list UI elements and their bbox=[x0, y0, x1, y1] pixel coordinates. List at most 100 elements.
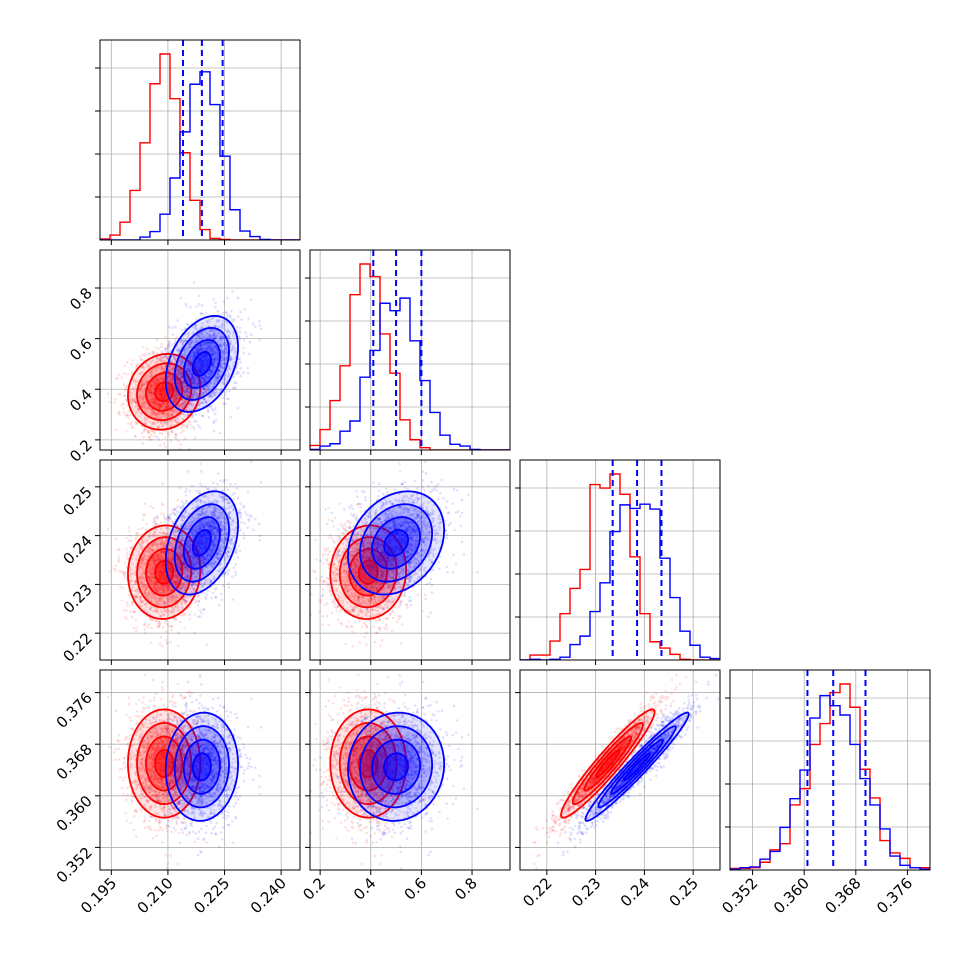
scatter-point bbox=[161, 396, 165, 400]
scatter-point bbox=[156, 402, 159, 405]
scatter-point bbox=[176, 371, 180, 375]
scatter-point bbox=[182, 424, 186, 428]
scatter-point bbox=[162, 402, 166, 406]
scatter-point bbox=[178, 372, 182, 375]
scatter-point bbox=[221, 350, 225, 354]
scatter-point bbox=[174, 432, 178, 436]
scatter-point bbox=[140, 431, 144, 435]
scatter-point bbox=[201, 400, 204, 404]
scatter-point bbox=[149, 388, 153, 392]
scatter-point bbox=[145, 522, 148, 526]
scatter-point bbox=[172, 368, 175, 372]
scatter-point bbox=[204, 388, 207, 391]
scatter-point bbox=[161, 396, 165, 400]
scatter-point bbox=[194, 338, 198, 342]
scatter-point bbox=[197, 360, 201, 363]
scatter-point bbox=[246, 366, 250, 370]
scatter-point bbox=[181, 382, 185, 385]
scatter-point bbox=[169, 380, 172, 383]
scatter-point bbox=[175, 381, 179, 384]
scatter-point bbox=[212, 332, 216, 336]
scatter-point bbox=[202, 367, 205, 371]
scatter-point bbox=[238, 326, 242, 330]
scatter-point bbox=[157, 392, 161, 396]
scatter-point bbox=[167, 387, 170, 390]
scatter-point bbox=[147, 623, 151, 626]
scatter-point bbox=[195, 383, 199, 387]
scatter-point bbox=[205, 643, 208, 647]
scatter-point bbox=[161, 396, 165, 400]
scatter-point bbox=[168, 391, 171, 394]
scatter-point bbox=[159, 395, 163, 398]
scatter-point bbox=[126, 361, 129, 364]
scatter-point bbox=[166, 347, 170, 351]
scatter-point bbox=[176, 498, 180, 502]
scatter-point bbox=[128, 529, 131, 533]
scatter-point bbox=[142, 429, 146, 433]
scatter-point bbox=[163, 393, 167, 397]
scatter-point bbox=[153, 411, 157, 415]
scatter-point bbox=[181, 358, 185, 362]
scatter-point bbox=[130, 397, 134, 401]
scatter-point bbox=[176, 422, 179, 425]
scatter-point bbox=[209, 346, 213, 350]
scatter-point bbox=[159, 377, 162, 381]
scatter-point bbox=[214, 336, 217, 340]
scatter-point bbox=[139, 419, 143, 422]
scatter-point bbox=[199, 368, 203, 372]
scatter-point bbox=[166, 402, 169, 405]
scatter-point bbox=[132, 399, 136, 402]
scatter-point bbox=[173, 400, 176, 404]
scatter-point bbox=[176, 319, 179, 322]
scatter-point bbox=[193, 389, 196, 393]
scatter-point bbox=[157, 392, 161, 396]
scatter-point bbox=[152, 384, 155, 388]
scatter-point bbox=[200, 376, 204, 380]
scatter-point bbox=[192, 393, 195, 397]
scatter-point bbox=[200, 332, 203, 335]
scatter-point bbox=[192, 281, 196, 284]
scatter-point bbox=[153, 381, 157, 385]
scatter-point bbox=[176, 420, 179, 424]
scatter-point bbox=[142, 390, 146, 393]
scatter-point bbox=[127, 416, 130, 419]
scatter-point bbox=[151, 422, 155, 425]
scatter-point bbox=[243, 308, 246, 311]
scatter-point bbox=[143, 383, 147, 387]
scatter-point bbox=[181, 380, 185, 384]
scatter-point bbox=[214, 406, 217, 410]
scatter-point bbox=[223, 341, 227, 345]
scatter-point bbox=[163, 403, 166, 406]
scatter-point bbox=[150, 397, 154, 401]
scatter-point bbox=[133, 435, 137, 438]
scatter-point bbox=[157, 361, 161, 364]
scatter-point bbox=[144, 407, 148, 410]
scatter-point bbox=[219, 359, 223, 362]
scatter-point bbox=[151, 352, 155, 356]
scatter-point bbox=[133, 610, 136, 613]
scatter-point bbox=[160, 378, 164, 381]
scatter-point bbox=[159, 392, 163, 396]
scatter-point bbox=[157, 406, 161, 410]
scatter-point bbox=[170, 375, 174, 379]
scatter-point bbox=[174, 393, 178, 396]
scatter-point bbox=[196, 349, 199, 353]
scatter-point bbox=[183, 339, 187, 342]
scatter-point bbox=[117, 373, 121, 377]
scatter-point bbox=[130, 400, 134, 404]
scatter-point bbox=[174, 436, 178, 440]
scatter-point bbox=[189, 402, 193, 405]
scatter-point bbox=[156, 413, 159, 417]
scatter-point bbox=[196, 366, 200, 370]
scatter-point bbox=[204, 312, 208, 315]
scatter-point bbox=[232, 375, 235, 379]
scatter-point bbox=[161, 625, 165, 629]
scatter-point bbox=[198, 370, 202, 374]
scatter-point bbox=[204, 390, 208, 394]
scatter-point bbox=[171, 409, 175, 412]
scatter-point bbox=[180, 359, 184, 363]
scatter-point bbox=[161, 385, 165, 389]
scatter-point bbox=[131, 426, 134, 429]
scatter-point bbox=[239, 330, 242, 334]
scatter-point bbox=[161, 405, 164, 409]
